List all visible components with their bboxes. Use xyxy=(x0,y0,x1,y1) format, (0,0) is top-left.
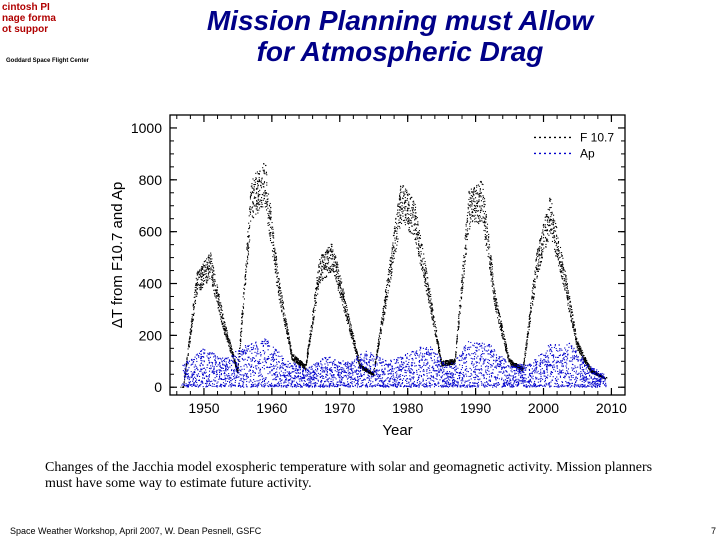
broken-image-placeholder: cintosh PInage formaot suppor xyxy=(2,2,77,47)
title-line-1: Mission Planning must Allow xyxy=(90,6,710,37)
svg-text:1960: 1960 xyxy=(256,400,287,416)
svg-text:1980: 1980 xyxy=(392,400,423,416)
svg-text:1990: 1990 xyxy=(460,400,491,416)
svg-text:2000: 2000 xyxy=(528,400,559,416)
chart: 1950 1960 1970 1980 1990 2000 2010 Year 0 200 400 6… xyxy=(100,100,640,445)
svg-text:0: 0 xyxy=(154,379,162,395)
svg-text:1950: 1950 xyxy=(188,400,219,416)
svg-text:2010: 2010 xyxy=(596,400,627,416)
svg-text:1000: 1000 xyxy=(131,120,162,136)
slide-title: Mission Planning must Allow for Atmosphe… xyxy=(90,6,710,68)
org-label: Goddard Space Flight Center xyxy=(0,58,95,64)
caption: Changes of the Jacchia model exospheric … xyxy=(45,460,675,492)
svg-text:600: 600 xyxy=(139,224,163,240)
svg-text:1970: 1970 xyxy=(324,400,355,416)
svg-text:400: 400 xyxy=(139,276,163,292)
svg-text:200: 200 xyxy=(139,327,163,343)
svg-text:800: 800 xyxy=(139,172,163,188)
svg-text:Year: Year xyxy=(382,422,412,439)
page-number: 7 xyxy=(711,526,716,536)
svg-text:ΔT from F10.7 and Ap: ΔT from F10.7 and Ap xyxy=(109,182,126,328)
title-line-2: for Atmospheric Drag xyxy=(90,37,710,68)
footer: Space Weather Workshop, April 2007, W. D… xyxy=(10,526,261,536)
